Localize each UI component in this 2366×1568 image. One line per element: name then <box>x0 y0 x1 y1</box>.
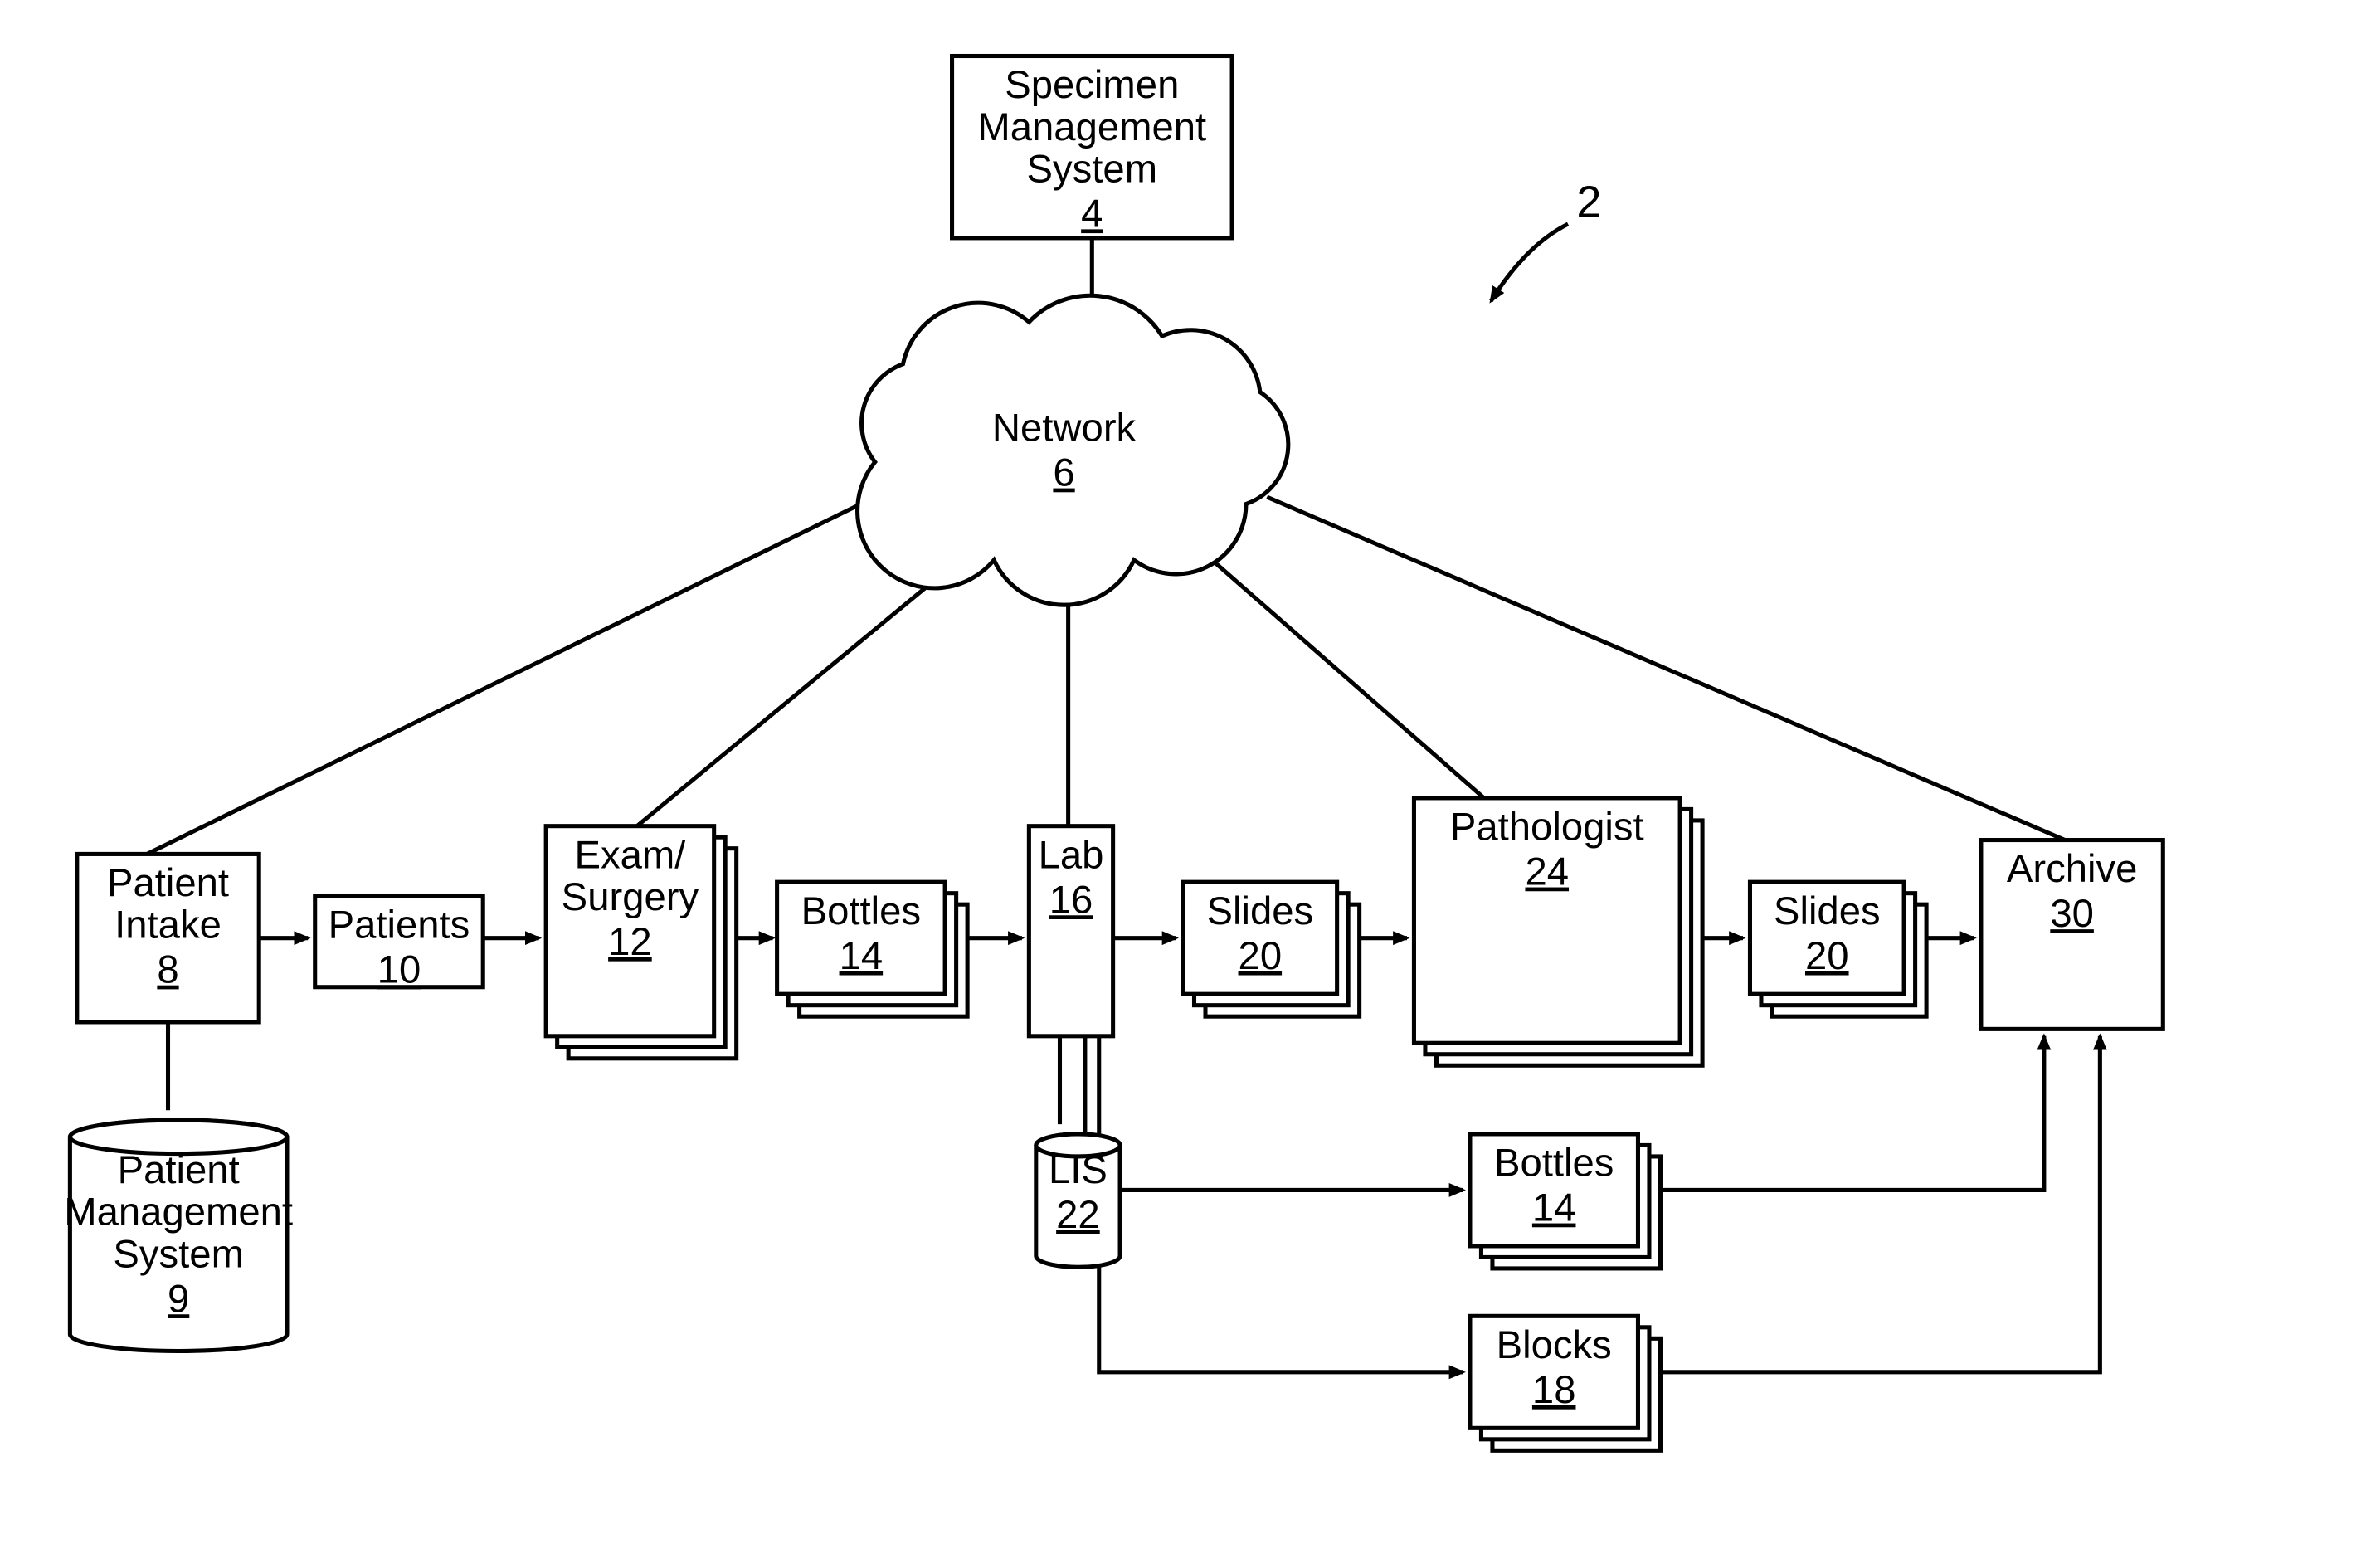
slides1-label-0: Slides <box>1206 889 1313 933</box>
flowchart-diagram: SpecimenManagementSystem4Network6Patient… <box>0 0 2366 1568</box>
slides1-number: 20 <box>1239 934 1283 978</box>
bottles1-label-0: Bottles <box>801 889 921 933</box>
network-number: 6 <box>1053 451 1074 495</box>
sms-label-0: Specimen <box>1005 63 1179 107</box>
pms-label-0: Patient <box>118 1148 240 1192</box>
pms-label-2: System <box>113 1232 244 1276</box>
edge-network-intake <box>147 497 875 854</box>
bottles1-number: 14 <box>840 934 884 978</box>
figure-ref-arrow <box>1491 224 1568 301</box>
lab-label-0: Lab <box>1039 833 1104 877</box>
intake-number: 8 <box>157 948 178 992</box>
edge-lab-bottles2 <box>1085 1036 1463 1191</box>
exam-label-0: Exam/ <box>574 833 686 877</box>
exam-number: 12 <box>608 920 652 964</box>
lis-number: 22 <box>1056 1193 1100 1237</box>
patients-number: 10 <box>377 948 421 992</box>
sms-label-1: Management <box>977 105 1206 149</box>
lis-label-0: LIS <box>1049 1148 1108 1192</box>
slides2-number: 20 <box>1805 934 1849 978</box>
pms-label-1: Management <box>64 1191 293 1234</box>
exam-label-1: Surgery <box>562 875 699 919</box>
figure-ref-number: 2 <box>1576 178 1601 227</box>
intake-label-0: Patient <box>107 861 229 905</box>
slides2-label-0: Slides <box>1774 889 1881 933</box>
bottles2-number: 14 <box>1532 1186 1576 1230</box>
blocks-number: 18 <box>1532 1368 1576 1412</box>
edge-network-archive <box>1267 497 2065 840</box>
edge-blocks-archive <box>1659 1036 2101 1372</box>
lab-number: 16 <box>1049 878 1093 922</box>
sms-number: 4 <box>1081 192 1103 236</box>
edge-lab-blocks <box>1099 1036 1463 1372</box>
network-label-0: Network <box>992 407 1137 450</box>
bottles2-label-0: Bottles <box>1494 1142 1614 1186</box>
pms-number: 9 <box>168 1277 189 1321</box>
intake-label-1: Intake <box>114 903 222 947</box>
sms-label-2: System <box>1027 147 1158 191</box>
pathologist-number: 24 <box>1525 850 1569 894</box>
edge-network-exam <box>637 560 959 826</box>
pathologist-label-0: Pathologist <box>1450 806 1644 850</box>
edge-network-pathologist <box>1204 553 1484 798</box>
edge-bottles2-archive <box>1659 1036 2044 1191</box>
archive-number: 30 <box>2050 892 2094 936</box>
archive-label-0: Archive <box>2007 847 2138 891</box>
blocks-label-0: Blocks <box>1497 1323 1612 1367</box>
patients-label-0: Patients <box>329 903 470 947</box>
